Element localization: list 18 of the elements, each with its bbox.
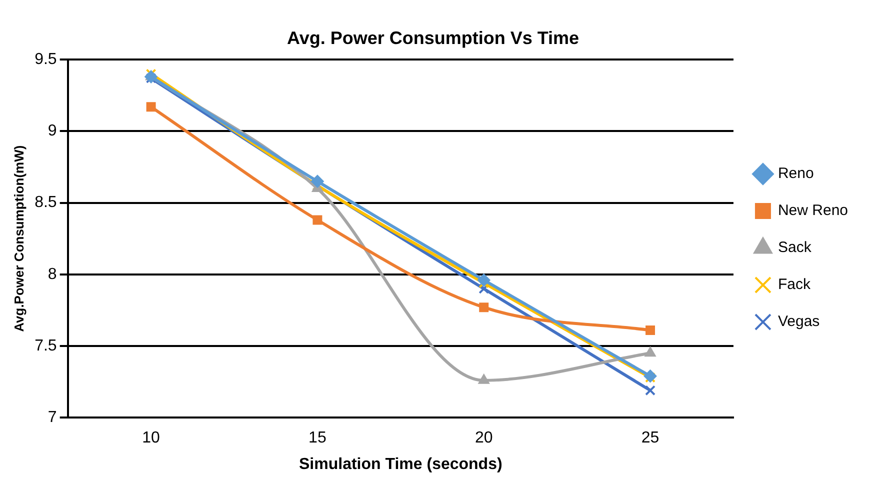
legend-label: Sack [778, 239, 812, 256]
chart-title: Avg. Power Consumption Vs Time [286, 28, 580, 48]
y-tick-label: 8 [48, 266, 57, 283]
y-axis-title: Avg.Power Consumption(mW) [11, 145, 26, 332]
y-tick-label: 7 [48, 409, 57, 426]
x-tick-label: 15 [308, 430, 326, 447]
x-tick-label: 10 [142, 430, 160, 447]
x-tick-label: 20 [474, 430, 493, 447]
y-tick-label: 8.5 [34, 194, 57, 212]
legend-label: Fack [778, 276, 811, 294]
y-tick-label: 9.5 [34, 51, 57, 68]
legend-label: Reno [778, 165, 814, 182]
y-tick-label: 9 [48, 122, 57, 140]
x-tick-label: 25 [641, 430, 660, 447]
y-tick-label: 7.5 [34, 337, 57, 354]
legend-label: New Reno [778, 202, 848, 220]
x-axis-title: Simulation Time (seconds) [299, 456, 502, 473]
legend-label: Vegas [778, 313, 820, 330]
